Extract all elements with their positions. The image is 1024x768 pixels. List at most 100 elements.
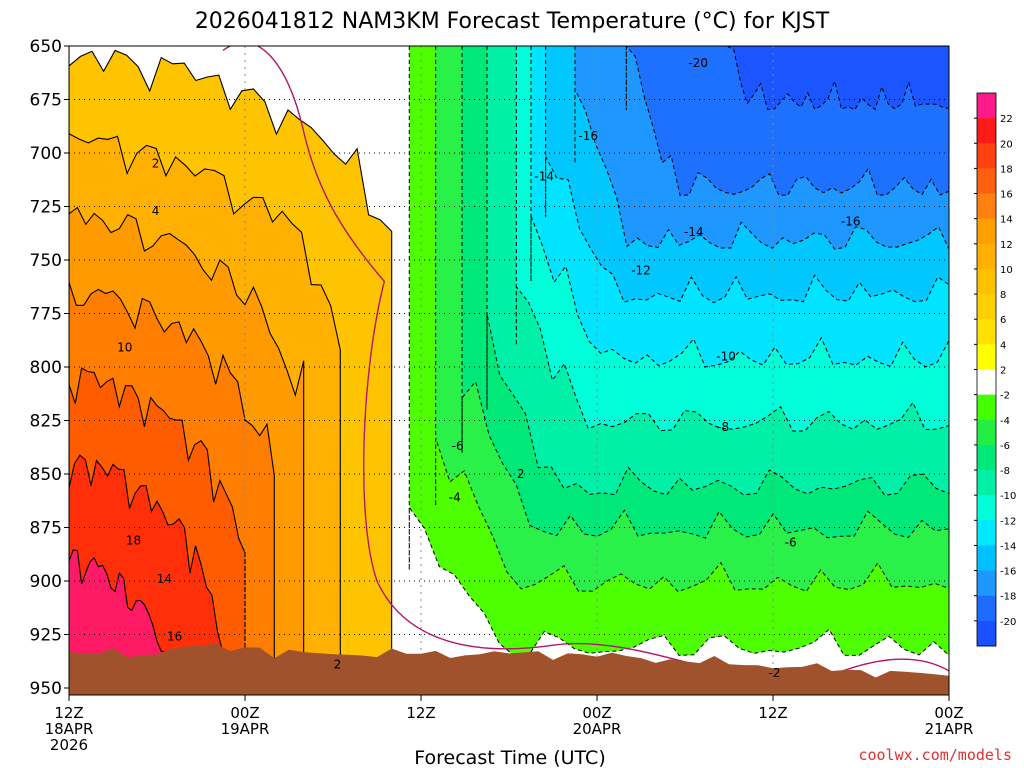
colorbar: 22 20 18 16 14 12 10 8 6 4 2 -2 -4 -6 -8 -10 -12 -14 -16 -1… (974, 92, 1016, 647)
colorbar-label: -4 (1000, 416, 1010, 427)
colorbar-swatch (977, 243, 996, 270)
y-tick-label: 725 (30, 198, 62, 218)
y-tick-label: 900 (30, 572, 62, 592)
contour-label: -6 (452, 439, 464, 453)
contour-label: -20 (688, 56, 708, 70)
contour-label: -10 (716, 349, 736, 363)
contour-labels: 2 4 10 18 14 16 2 -6 -4 2 -20 -16 -14 -14 -12 -16 -10 -8 -… (117, 56, 861, 680)
colorbar-swatch (977, 193, 996, 220)
y-tick-label: 650 (30, 37, 62, 57)
colorbar-swatch (977, 93, 996, 119)
colorbar-swatch (977, 444, 996, 471)
contour-label: -8 (717, 420, 729, 434)
y-tick-label: 775 (30, 305, 62, 325)
colorbar-label: 12 (1000, 240, 1013, 251)
contour-label: -4 (449, 491, 461, 505)
contour-label: 2 (152, 157, 160, 171)
contour-label: 10 (117, 341, 132, 355)
colorbar-label: -16 (1000, 567, 1016, 578)
colorbar-swatch (977, 495, 996, 521)
contour-label: -12 (631, 264, 651, 278)
contour-label: 4 (152, 204, 160, 218)
colorbar-swatch (977, 394, 996, 421)
plot-area (69, 46, 949, 695)
colorbar-label: -10 (1000, 491, 1016, 502)
y-tick-label: 675 (30, 91, 62, 111)
y-tick-label: 700 (30, 144, 62, 164)
contour-label: 14 (157, 572, 172, 586)
terrain-ground (69, 643, 949, 695)
colorbar-swatch (977, 570, 996, 597)
colorbar-label: -2 (1000, 391, 1010, 402)
x-axis-label: Forecast Time (UTC) (414, 747, 605, 768)
cold-temperature-bands (408, 46, 949, 657)
colorbar-label: -12 (1000, 516, 1016, 527)
colorbar-label: -6 (1000, 441, 1010, 452)
colorbar-swatch (977, 595, 996, 622)
credit-text: coolwx.com/models (858, 746, 1012, 764)
y-tick-label: 950 (30, 679, 62, 699)
chart-title: 2026041812 NAM3KM Forecast Temperature (… (195, 9, 830, 34)
y-tick-label: 825 (30, 412, 62, 432)
colorbar-swatch (977, 268, 996, 295)
x-tick-label: 00Z (230, 704, 259, 722)
contour-label: -2 (768, 666, 780, 680)
colorbar-label: -14 (1000, 541, 1016, 552)
x-tick-label: 00Z (934, 704, 963, 722)
contour-label: 18 (126, 533, 141, 547)
contour-label: -6 (785, 535, 797, 549)
x-tick-label: 19APR (221, 720, 270, 738)
x-tick-label: 12Z (406, 704, 435, 722)
contour-label: -16 (578, 129, 598, 143)
x-tick-label: 18APR (45, 720, 94, 738)
colorbar-label: 20 (1000, 139, 1013, 150)
x-tick-label: 21APR (925, 720, 974, 738)
colorbar-label: 18 (1000, 164, 1013, 175)
colorbar-swatch (977, 470, 996, 496)
colorbar-swatch (977, 344, 996, 370)
colorbar-swatch (977, 294, 996, 320)
x-tick-label: 2026 (50, 736, 88, 754)
y-tick-label: 750 (30, 251, 62, 271)
colorbar-swatch (977, 143, 996, 169)
colorbar-label: 2 (1000, 366, 1006, 377)
contour-label: -14 (684, 225, 704, 239)
colorbar-label: 14 (1000, 215, 1013, 226)
colorbar-swatch (977, 369, 996, 396)
y-tick-label: 800 (30, 358, 62, 378)
y-tick-label: 875 (30, 519, 62, 539)
colorbar-label: 22 (1000, 114, 1013, 125)
x-tick-label: 12Z (758, 704, 787, 722)
colorbar-label: -8 (1000, 466, 1010, 477)
cold-band-10 (706, 46, 949, 111)
colorbar-label: 6 (1000, 315, 1006, 326)
colorbar-swatch (977, 118, 996, 144)
colorbar-swatch (977, 520, 996, 546)
y-tick-label: 925 (30, 626, 62, 646)
plot-frame (68, 45, 950, 696)
pressure-axis: 650 675 700 725 750 775 800 825 850 875 900 925 950 (30, 37, 69, 699)
contour-label: -14 (534, 170, 554, 184)
x-tick-label: 00Z (582, 704, 611, 722)
contour-label: 16 (167, 630, 182, 644)
colorbar-swatch (977, 319, 996, 345)
colorbar-swatch (977, 218, 996, 245)
colorbar-label: 8 (1000, 290, 1006, 301)
colorbar-swatch (977, 545, 996, 572)
colorbar-swatch (977, 168, 996, 195)
colorbar-label: -18 (1000, 592, 1016, 603)
contour-label: 2 (334, 657, 342, 671)
x-tick-label: 12Z (54, 704, 83, 722)
y-tick-label: 850 (30, 465, 62, 485)
colorbar-swatch (977, 620, 996, 647)
contour-label: -16 (841, 214, 861, 228)
colorbar-label: 10 (1000, 265, 1013, 276)
contour-label: 2 (517, 467, 525, 481)
colorbar-label: 16 (1000, 190, 1013, 201)
x-tick-label: 20APR (573, 720, 622, 738)
zero-contour-main (222, 46, 803, 689)
colorbar-label: -20 (1000, 617, 1016, 628)
colorbar-swatch (977, 419, 996, 446)
